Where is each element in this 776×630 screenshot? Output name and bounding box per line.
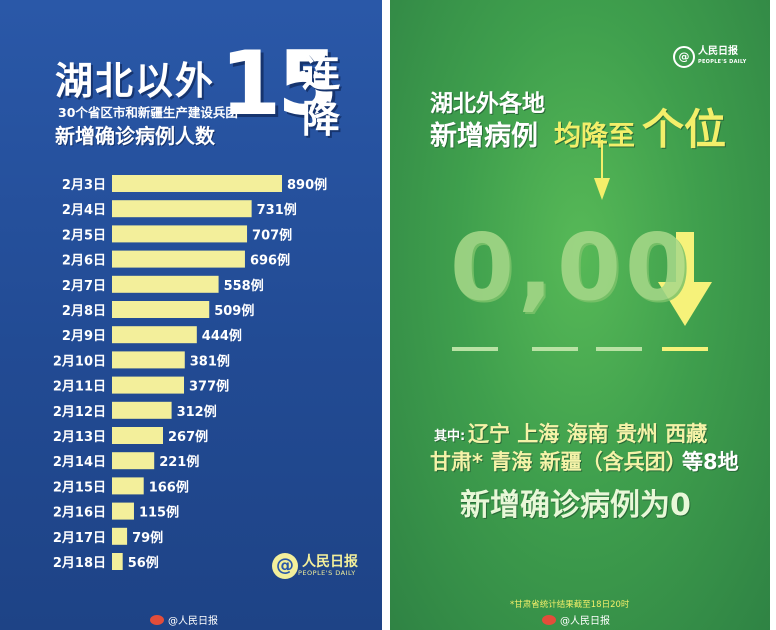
- bar: [112, 427, 163, 444]
- watermark-sub: PEOPLE'S DAILY: [298, 569, 356, 577]
- left-title-tail: 连降: [302, 51, 341, 141]
- left-panel: 湖北以外 15 连降 30个省区市和新疆生产建设兵团 新增确诊病例人数 2月3日…: [0, 0, 382, 630]
- weibo-handle: @人民日报: [168, 616, 218, 627]
- people-daily-logo-icon: @: [272, 553, 298, 579]
- right-heading-line2a: 新增病例: [430, 121, 538, 152]
- right-logo-sub: PEOPLE'S DAILY: [698, 59, 747, 65]
- bar: [112, 553, 123, 570]
- weibo-icon: [542, 614, 556, 625]
- value-label: 444例: [202, 328, 242, 344]
- category-label: 2月6日: [62, 254, 106, 269]
- province-count: 等8地: [682, 450, 739, 474]
- right-heading-line2b: 均降至: [554, 121, 635, 152]
- category-label: 2月17日: [53, 531, 106, 546]
- value-label: 79例: [132, 530, 163, 546]
- bar: [112, 376, 185, 394]
- right-heading-line2c: 个位: [642, 105, 727, 154]
- value-label: 696例: [250, 253, 290, 269]
- value-label: 166例: [149, 479, 189, 495]
- category-label: 2月8日: [62, 304, 106, 319]
- weibo-icon: [150, 614, 164, 625]
- big-down-arrow-icon: [658, 232, 712, 326]
- left-title: 湖北以外: [55, 59, 216, 103]
- footnote: *甘肃省统计结果截至18日20时: [510, 600, 630, 610]
- province-list-2: 甘肃* 青海 新疆（含兵团）: [430, 450, 687, 474]
- among-label: 其中:: [434, 429, 466, 444]
- bar: [112, 401, 172, 419]
- people-daily-watermark: @ 人民日报 PEOPLE'S DAILY: [272, 553, 358, 579]
- bar: [112, 175, 282, 192]
- value-label: 558例: [224, 278, 264, 294]
- value-label: 890例: [287, 177, 327, 193]
- left-title-number: 15: [220, 32, 338, 135]
- right-logo: @ 人民日报 PEOPLE'S DAILY: [673, 46, 747, 68]
- category-label: 2月13日: [53, 430, 106, 445]
- category-label: 2月4日: [62, 203, 106, 218]
- bar: [112, 250, 245, 268]
- right-heading-line1: 湖北外各地: [430, 91, 545, 117]
- value-label: 381例: [190, 353, 230, 369]
- category-label: 2月9日: [62, 329, 106, 344]
- value-label: 731例: [257, 202, 297, 218]
- bar: [112, 275, 219, 293]
- right-panel: @ 人民日报 PEOPLE'S DAILY 湖北外各地 新增病例 均降至 个位 …: [390, 0, 770, 630]
- category-label: 2月18日: [53, 556, 106, 571]
- value-label: 221例: [159, 454, 199, 470]
- watermark-text: 人民日报: [302, 554, 358, 570]
- value-label: 56例: [128, 555, 159, 571]
- value-label: 707例: [252, 227, 292, 243]
- bar: [112, 527, 128, 545]
- digit-underline-highlight: [662, 347, 708, 351]
- thin-arrow-icon: [594, 140, 610, 200]
- left-subtitle: 30个省区市和新疆生产建设兵团: [58, 105, 238, 120]
- bar: [112, 200, 252, 218]
- bar: [112, 452, 155, 470]
- category-label: 2月16日: [53, 506, 106, 521]
- bar: [112, 225, 248, 243]
- weibo-watermark-right: @人民日报: [542, 612, 610, 627]
- value-label: 267例: [168, 429, 208, 445]
- category-label: 2月5日: [62, 228, 106, 243]
- weibo-handle: @人民日报: [560, 616, 610, 627]
- bar-chart: 2月3日 890例 2月4日 731例 2月5日 707例 2月6日 696例 2月7日 558例…: [53, 175, 327, 571]
- value-label: 509例: [214, 303, 254, 319]
- category-label: 2月3日: [62, 178, 106, 193]
- digit-underline: [452, 347, 498, 351]
- digit-underline: [596, 347, 642, 351]
- category-label: 2月14日: [53, 455, 106, 470]
- right-logo-text: 人民日报: [698, 46, 738, 57]
- category-label: 2月12日: [53, 405, 106, 420]
- category-label: 2月11日: [53, 380, 106, 395]
- value-label: 115例: [139, 505, 179, 521]
- bar: [112, 301, 210, 318]
- right-arrows: [594, 140, 712, 326]
- category-label: 2月7日: [62, 279, 106, 294]
- category-label: 2月10日: [53, 354, 106, 369]
- left-subtitle-2: 新增确诊病例人数: [55, 124, 215, 148]
- result-text: 新增确诊病例为0: [460, 488, 691, 523]
- bar: [112, 477, 144, 495]
- category-label: 2月15日: [53, 480, 106, 495]
- province-list-1: 辽宁 上海 海南 贵州 西藏: [468, 422, 708, 446]
- digit-display: 0,00: [450, 214, 693, 321]
- value-label: 377例: [189, 379, 229, 395]
- bar: [112, 502, 134, 520]
- bar: [112, 351, 185, 369]
- value-label: 312例: [177, 404, 217, 420]
- people-daily-logo-icon: @: [673, 46, 695, 68]
- weibo-watermark-left: @人民日报: [150, 612, 218, 627]
- bar: [112, 326, 197, 344]
- digit-underline: [532, 347, 578, 351]
